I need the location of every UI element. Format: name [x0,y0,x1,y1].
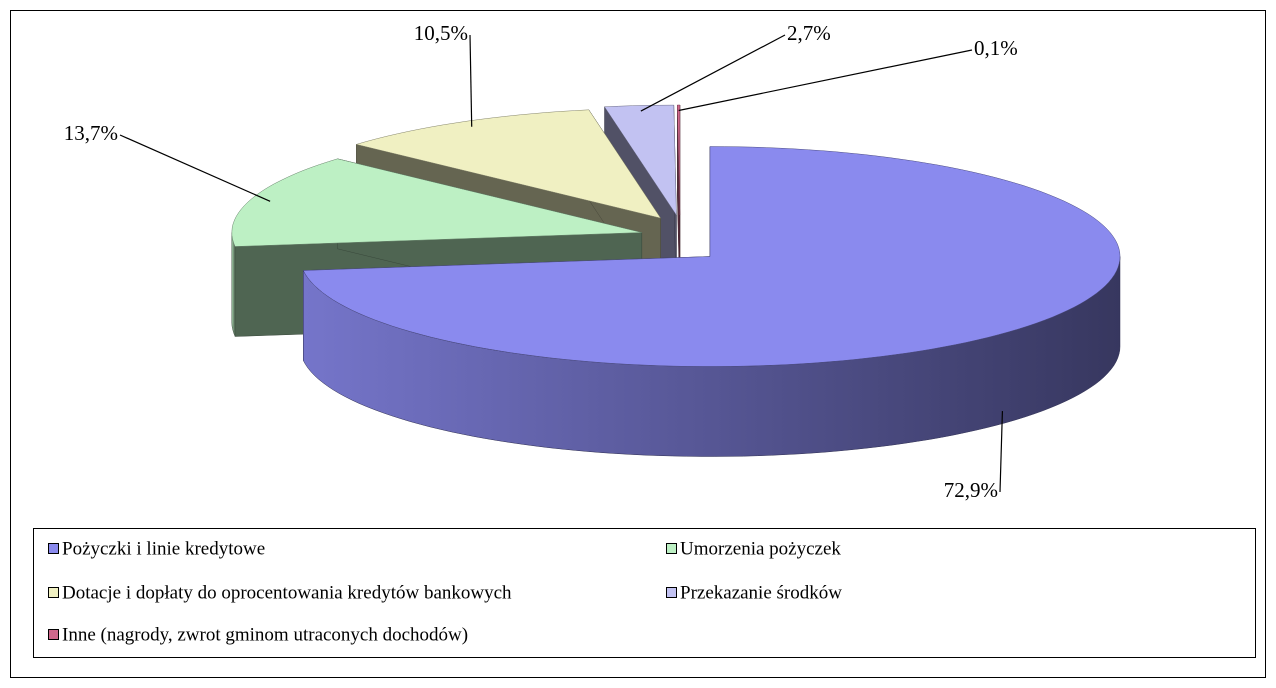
legend-label: Pożyczki i linie kredytowe [62,538,265,559]
legend-swatch [48,629,59,640]
legend-swatch [666,543,677,554]
legend-swatch [48,543,59,554]
data-label: 0,1% [974,36,1018,60]
data-label: 2,7% [787,21,831,45]
slice [302,146,1121,457]
legend-label: Dotacje i dopłaty do oprocentowania kred… [62,582,512,603]
slice-top [231,158,642,247]
legend-label: Przekazanie środków [680,582,842,603]
slice-top [677,104,681,216]
data-label: 72,9% [944,478,998,502]
legend-box [33,528,1256,658]
legend-swatch [666,587,677,598]
slice-top [302,146,1121,367]
data-label: 10,5% [414,21,468,45]
leader-line [469,34,473,127]
leader-line [678,49,973,112]
legend-label: Inne (nagrody, zwrot gminom utraconych d… [62,624,468,645]
leader-line [999,411,1004,493]
slice-top [355,109,662,219]
leader-line [640,34,786,112]
legend-swatch [48,587,59,598]
slice [677,104,681,306]
slice-top [604,104,677,216]
data-label: 13,7% [64,121,118,145]
legend-label: Umorzenia pożyczek [680,538,841,559]
slice-side [231,232,236,337]
leader-line [119,134,271,202]
